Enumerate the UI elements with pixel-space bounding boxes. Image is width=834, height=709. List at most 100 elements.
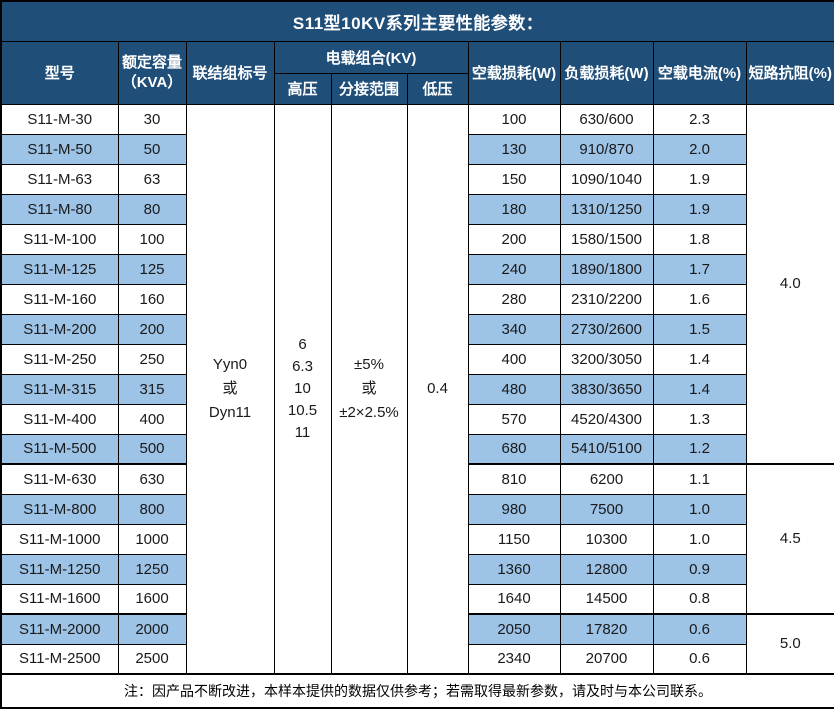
table-row: S11-M-400 400 570 4520/4300 1.3	[0, 403, 834, 435]
no-load-loss-cell: 480	[467, 373, 561, 405]
capacity-cell: 1600	[117, 583, 187, 615]
high-voltage-cell: 6 6.3 10 10.5 11	[273, 103, 332, 675]
header-capacity-line2: （KVA）	[121, 73, 183, 91]
no-load-current-cell: 1.4	[652, 343, 747, 375]
table-row: S11-M-200 200 340 2730/2600 1.5	[0, 313, 834, 345]
no-load-loss-cell: 2340	[467, 643, 561, 675]
capacity-cell: 1250	[117, 553, 187, 585]
header-voltage-combo: 电载组合(KV)	[273, 40, 469, 74]
header-model: 型号	[0, 40, 119, 105]
tap-range-cell: ±5% 或 ±2×2.5%	[330, 103, 408, 675]
table-row: S11-M-160 160 280 2310/2200 1.6	[0, 283, 834, 315]
load-loss-cell: 4520/4300	[559, 403, 654, 435]
table-row: S11-M-125 125 240 1890/1800 1.7	[0, 253, 834, 285]
capacity-cell: 63	[117, 163, 187, 195]
model-cell: S11-M-50	[0, 133, 119, 165]
no-load-current-cell: 1.5	[652, 313, 747, 345]
header-short-circuit-impedance: 短路抗阻(%)	[745, 40, 834, 105]
header-capacity-line1: 额定容量	[121, 53, 182, 71]
no-load-loss-cell: 680	[467, 433, 561, 465]
load-loss-cell: 20700	[559, 643, 654, 675]
table-row: S11-M-2500 2500 2340 20700 0.6	[0, 643, 834, 675]
no-load-loss-cell: 240	[467, 253, 561, 285]
load-loss-cell: 10300	[559, 523, 654, 555]
no-load-loss-cell: 200	[467, 223, 561, 255]
capacity-cell: 2000	[117, 613, 187, 645]
model-cell: S11-M-630	[0, 463, 119, 495]
no-load-loss-cell: 1640	[467, 583, 561, 615]
no-load-loss-cell: 150	[467, 163, 561, 195]
table-row: S11-M-63 63 150 1090/1040 1.9	[0, 163, 834, 195]
load-loss-cell: 17820	[559, 613, 654, 645]
model-cell: S11-M-160	[0, 283, 119, 315]
no-load-loss-cell: 340	[467, 313, 561, 345]
table-row: S11-M-2000 2000 2050 17820 0.6 5.0	[0, 613, 834, 675]
no-load-loss-cell: 570	[467, 403, 561, 435]
model-cell: S11-M-100	[0, 223, 119, 255]
no-load-loss-cell: 130	[467, 133, 561, 165]
load-loss-cell: 1310/1250	[559, 193, 654, 225]
load-loss-cell: 630/600	[559, 103, 654, 135]
load-loss-cell: 1890/1800	[559, 253, 654, 285]
load-loss-cell: 3200/3050	[559, 343, 654, 375]
table-row: S11-M-50 50 130 910/870 2.0	[0, 133, 834, 165]
impedance-cell: 4.5	[745, 463, 834, 615]
table-row: S11-M-100 100 200 1580/1500 1.8	[0, 223, 834, 255]
load-loss-cell: 910/870	[559, 133, 654, 165]
table-row: S11-M-500 500 680 5410/5100 1.2	[0, 433, 834, 465]
header-tap-range: 分接范围	[330, 72, 408, 105]
capacity-cell: 800	[117, 493, 187, 525]
header-row-1: 型号 额定容量 （KVA） 联结组标号 电载组合(KV) 空载损耗(W) 负载损…	[0, 40, 834, 105]
load-loss-cell: 14500	[559, 583, 654, 615]
header-capacity: 额定容量 （KVA）	[117, 40, 187, 105]
no-load-current-cell: 1.2	[652, 433, 747, 465]
table-body: S11-M-30 30 Yyn0 或 Dyn11 6 6.3 10 10.5 11 ±5…	[0, 103, 834, 675]
no-load-loss-cell: 810	[467, 463, 561, 495]
model-cell: S11-M-1000	[0, 523, 119, 555]
no-load-current-cell: 1.1	[652, 463, 747, 495]
capacity-cell: 2500	[117, 643, 187, 675]
table-row: S11-M-1250 1250 1360 12800 0.9	[0, 553, 834, 585]
capacity-cell: 30	[117, 103, 187, 135]
no-load-loss-cell: 1150	[467, 523, 561, 555]
table-row: S11-M-800 800 980 7500 1.0	[0, 493, 834, 525]
table-row: S11-M-1600 1600 1640 14500 0.8	[0, 583, 834, 615]
table-row: S11-M-80 80 180 1310/1250 1.9	[0, 193, 834, 225]
no-load-current-cell: 1.4	[652, 373, 747, 405]
no-load-current-cell: 0.9	[652, 553, 747, 585]
low-voltage-cell: 0.4	[406, 103, 469, 675]
capacity-cell: 250	[117, 343, 187, 375]
load-loss-cell: 3830/3650	[559, 373, 654, 405]
no-load-loss-cell: 980	[467, 493, 561, 525]
load-loss-cell: 2310/2200	[559, 283, 654, 315]
capacity-cell: 315	[117, 373, 187, 405]
model-cell: S11-M-400	[0, 403, 119, 435]
capacity-cell: 80	[117, 193, 187, 225]
load-loss-cell: 7500	[559, 493, 654, 525]
footer-row: 注：因产品不断改进，本样本提供的数据仅供参考；若需取得最新参数，请及时与本公司联…	[0, 673, 834, 709]
no-load-current-cell: 1.0	[652, 523, 747, 555]
header-row-2: 高压 分接范围 低压	[1, 72, 834, 105]
no-load-loss-cell: 280	[467, 283, 561, 315]
header-connection-group: 联结组标号	[185, 40, 275, 105]
model-cell: S11-M-250	[0, 343, 119, 375]
no-load-current-cell: 2.0	[652, 133, 747, 165]
page-title: S11型10KV系列主要性能参数：	[0, 0, 834, 42]
no-load-loss-cell: 2050	[467, 613, 561, 645]
capacity-cell: 160	[117, 283, 187, 315]
capacity-cell: 50	[117, 133, 187, 165]
no-load-current-cell: 0.8	[652, 583, 747, 615]
header-low-voltage: 低压	[406, 72, 469, 105]
capacity-cell: 200	[117, 313, 187, 345]
model-cell: S11-M-500	[0, 433, 119, 465]
connection-group-cell: Yyn0 或 Dyn11	[185, 103, 275, 675]
impedance-cell: 4.0	[745, 103, 834, 465]
load-loss-cell: 1580/1500	[559, 223, 654, 255]
model-cell: S11-M-125	[0, 253, 119, 285]
no-load-current-cell: 1.7	[652, 253, 747, 285]
model-cell: S11-M-315	[0, 373, 119, 405]
model-cell: S11-M-1600	[0, 583, 119, 615]
no-load-current-cell: 0.6	[652, 643, 747, 675]
no-load-current-cell: 0.6	[652, 613, 747, 645]
